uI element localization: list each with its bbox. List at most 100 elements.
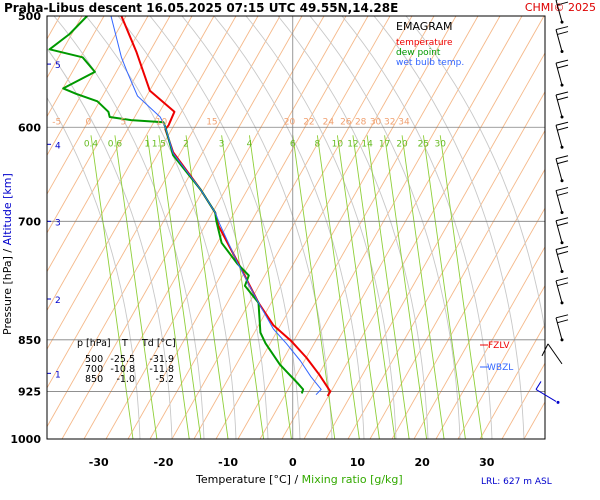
dry-adiabat-line [391,168,545,439]
dry-adiabat-line [546,16,600,439]
wind-barb-dot [560,241,564,245]
wind-barb-flag [555,59,569,64]
dry-adiabat-line [193,16,435,439]
wind-barb-shaft [555,63,563,86]
fzlv-label: FZLV [488,341,510,351]
mixing-ratio-line [221,135,265,439]
dry-adiabat-line [237,16,479,439]
temperature-tick-label: -10 [218,456,238,469]
wind-barb-shaft [555,158,563,181]
dry-adiabat-line [47,16,259,389]
wbzl-label: WBZL [487,363,513,373]
wind-barb [555,155,569,183]
dry-adiabat-line [281,16,523,439]
wind-barb-dot [560,270,564,274]
wind-barbs [535,0,569,404]
wind-barb-shaft [555,220,563,243]
mixing-ratio-line [114,135,158,439]
wind-barb-flag [556,31,569,36]
table-row-500-td: -31.9 [149,354,174,365]
mixing-ratio-label: 0.4 [84,139,99,149]
pressure-tick-label: 1000 [10,433,41,446]
table-row-850-td: -5.2 [155,374,174,385]
wind-barb-dot [560,50,564,54]
mixing-ratio-line [146,135,190,439]
moist-adiabat-line [85,16,237,439]
mixing-ratio-label: 12 [347,139,358,149]
wind-barb-shaft [555,125,563,148]
moist-adiabat-line [117,16,269,439]
dry-adiabat-label: 5 [120,117,126,127]
copyright: CHMI© 2025 [525,1,596,14]
temperature-tick-label: 30 [479,456,495,469]
wind-barb-shaft [555,94,563,118]
mixing-ratio-line [248,135,292,439]
wind-barb-dot [560,338,564,342]
wind-barb [555,187,569,215]
series-wet-bulb-temp-line [110,16,322,396]
wind-barb-flag [556,251,569,256]
altitude-tick-label: 4 [55,141,61,151]
dry-adiabat-line [47,16,149,195]
pressure-tick-label: 925 [18,385,41,398]
legend-dew-point: dew point [396,48,441,58]
temperature-tick-label: 20 [414,456,430,469]
mixing-ratio-line [158,135,202,439]
wind-barb-flag [556,1,569,6]
wind-barb [535,381,560,404]
legend-title: EMAGRAM [396,20,453,33]
table-row-700-td: -11.8 [149,364,174,375]
mixing-ratio-label: 2 [183,139,189,149]
wind-barb-flag [556,319,569,324]
dry-adiabat-label: 26 [340,117,352,127]
wind-barb [555,26,569,54]
mixing-ratio-label: 4 [247,139,253,149]
mixing-ratio-label: 17 [379,139,390,149]
sounding-table: p [hPa] T Td [°C] 500 -25.5 -31.9 700 -1… [77,338,176,385]
dry-adiabat-line [47,16,127,157]
pressure-tick-label: 500 [18,10,41,23]
mixing-ratio-label: 30 [434,139,446,149]
wind-barb-flag [555,246,569,251]
wind-barb-shaft [555,280,563,303]
dry-adiabat-label: 32 [384,117,395,127]
mixing-ratio-line [352,135,396,439]
pressure-tick-label: 600 [18,121,41,134]
pressure-tick-label: 850 [18,334,41,347]
dry-adiabat-line [47,16,193,273]
dry-adiabat-line [457,284,545,439]
dry-adiabat-label: 24 [323,117,335,127]
wind-barb-flag [555,26,569,31]
dry-adiabat-line [369,129,545,439]
mixing-ratio-line [185,135,229,439]
mixing-ratio-label: 1 [144,139,150,149]
mixing-ratio-label: 8 [314,139,320,149]
chart-title: Praha-Libus descent 16.05.2025 07:15 UTC… [4,1,398,15]
level-markers: FZLV WBZL [480,341,513,373]
dry-adiabat-label: 34 [398,117,410,127]
dry-adiabat-label: 0 [86,117,92,127]
table-row-700-p: 700 [85,364,103,375]
wind-barb-shaft [555,29,563,52]
dry-adiabat-line [479,323,545,439]
wind-barb-dot [560,211,564,215]
wind-barb-shaft [555,0,563,23]
wind-barb-flag [555,155,569,160]
mixing-ratio-line [90,135,134,439]
dry-adiabat-line [61,16,303,439]
temperature-tick-label: 0 [289,456,297,469]
dry-adiabat-line [413,207,545,439]
table-row-500-t: -25.5 [110,354,135,365]
wind-barb-flag [555,91,569,96]
wind-barb-flag [556,222,569,227]
mixing-ratio-label: 20 [396,139,408,149]
table-header-p: p [hPa] [77,338,111,349]
moist-adiabat-line [277,16,429,439]
moist-adiabat-line [181,16,333,439]
dry-adiabat-line [215,16,457,439]
table-row-500-p: 500 [85,354,103,365]
wind-barb-flag [556,96,569,101]
wind-barb-shaft [555,317,563,340]
table-header-t: T [121,338,128,349]
